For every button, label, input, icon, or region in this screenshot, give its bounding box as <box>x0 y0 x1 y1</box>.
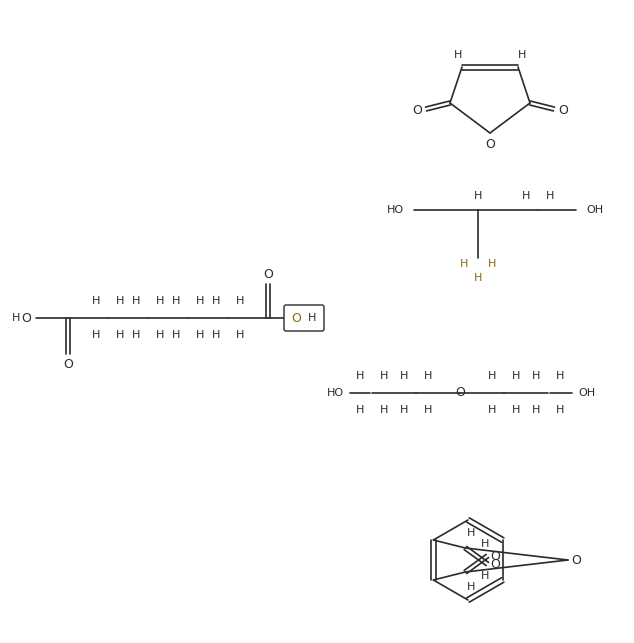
Text: H: H <box>488 259 496 269</box>
Text: H: H <box>156 330 164 340</box>
Text: OH: OH <box>586 205 603 215</box>
Text: H: H <box>481 571 489 581</box>
Text: H: H <box>212 296 220 306</box>
Text: H: H <box>116 296 124 306</box>
Text: H: H <box>546 191 554 201</box>
Text: H: H <box>474 273 482 283</box>
Text: H: H <box>172 296 180 306</box>
Text: H: H <box>518 50 526 60</box>
Text: H: H <box>92 296 100 306</box>
Text: H: H <box>424 371 432 381</box>
Text: H: H <box>532 405 540 415</box>
Text: H: H <box>236 330 244 340</box>
Text: H: H <box>380 371 388 381</box>
Text: H: H <box>556 371 564 381</box>
Text: H: H <box>236 296 244 306</box>
Text: H: H <box>356 371 364 381</box>
Text: H: H <box>132 330 140 340</box>
Text: H: H <box>424 405 432 415</box>
Text: H: H <box>467 582 476 592</box>
Text: H: H <box>308 313 316 323</box>
Text: H: H <box>512 405 520 415</box>
Text: O: O <box>455 386 465 399</box>
Text: H: H <box>380 405 388 415</box>
Text: H: H <box>196 296 204 306</box>
Text: HO: HO <box>387 205 404 215</box>
Text: H: H <box>522 191 530 201</box>
Text: H: H <box>172 330 180 340</box>
Text: H: H <box>400 371 408 381</box>
Text: H: H <box>481 539 489 549</box>
Text: O: O <box>21 311 31 325</box>
Text: HO: HO <box>327 388 344 398</box>
Text: O: O <box>571 554 581 566</box>
Text: H: H <box>512 371 520 381</box>
Text: H: H <box>460 259 468 269</box>
Text: O: O <box>485 138 495 150</box>
Text: H: H <box>532 371 540 381</box>
Text: O: O <box>491 550 500 563</box>
Text: H: H <box>356 405 364 415</box>
Text: O: O <box>63 358 73 370</box>
Text: OH: OH <box>578 388 595 398</box>
Text: H: H <box>12 313 20 323</box>
FancyBboxPatch shape <box>284 305 324 331</box>
Text: O: O <box>412 104 422 116</box>
Text: H: H <box>92 330 100 340</box>
Text: O: O <box>491 557 500 570</box>
Text: O: O <box>291 311 301 325</box>
Text: H: H <box>212 330 220 340</box>
Text: H: H <box>196 330 204 340</box>
Text: O: O <box>263 267 273 280</box>
Text: H: H <box>156 296 164 306</box>
Text: H: H <box>116 330 124 340</box>
Text: H: H <box>400 405 408 415</box>
Text: H: H <box>556 405 564 415</box>
Text: O: O <box>558 104 568 116</box>
Text: H: H <box>488 405 496 415</box>
Text: H: H <box>132 296 140 306</box>
Text: H: H <box>474 191 482 201</box>
Text: H: H <box>488 371 496 381</box>
Text: H: H <box>454 50 462 60</box>
Text: H: H <box>467 528 476 538</box>
